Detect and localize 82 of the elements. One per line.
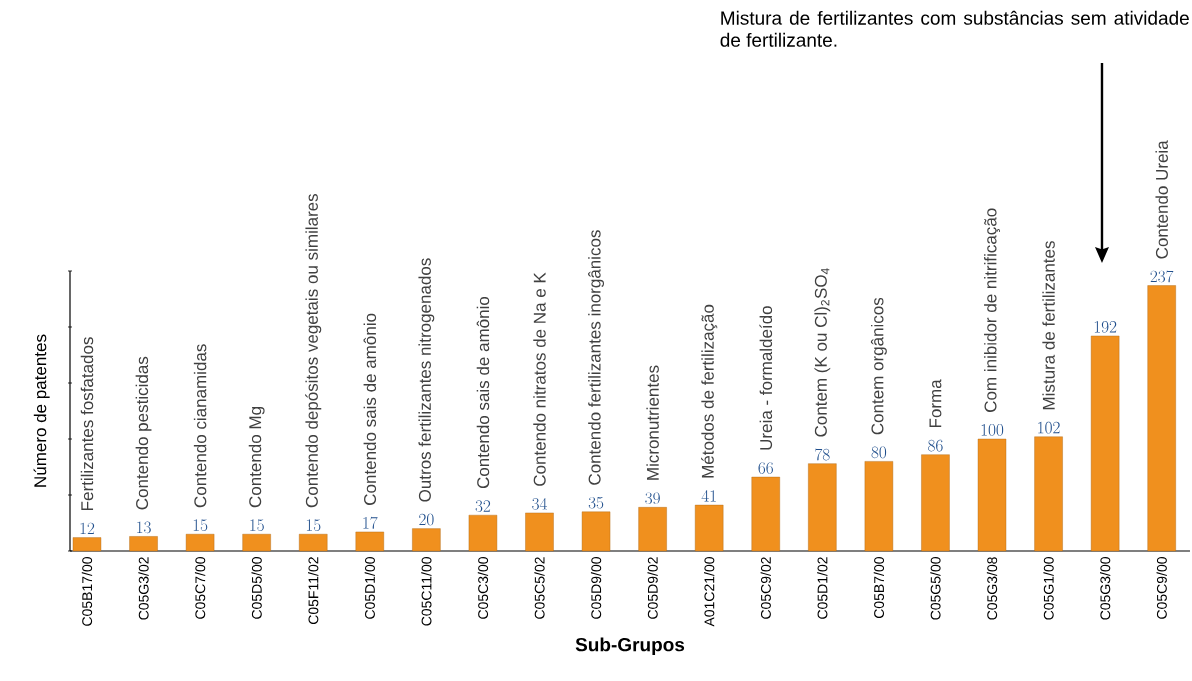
bar xyxy=(1147,285,1176,552)
data-label: 34 xyxy=(532,497,548,510)
annotation: Forma xyxy=(929,379,942,428)
bar xyxy=(638,507,667,552)
annotation: Contendo fertilizantes inorgânicos xyxy=(588,230,605,485)
x-tick-label: C05G3/02 xyxy=(138,557,149,620)
data-label: 15 xyxy=(306,519,321,531)
x-tick-label: C05C11/00 xyxy=(421,557,432,626)
bar xyxy=(694,504,724,552)
x-tick-label: C05D5/00 xyxy=(251,557,262,619)
annotation: Contem orgânicos xyxy=(870,297,887,435)
data-label: 20 xyxy=(419,513,434,526)
x-tick-label: C05D1/02 xyxy=(817,557,828,619)
x-tick-label: C05C5/02 xyxy=(534,557,545,619)
bar xyxy=(355,531,384,552)
annotation: Contendo Mg xyxy=(248,407,265,508)
data-label: 41 xyxy=(701,490,716,502)
x-tick-label: C05B7/00 xyxy=(873,557,885,619)
bar xyxy=(581,511,611,552)
annotation: Outros fertilizantes nitrogenados xyxy=(418,258,435,502)
data-label: 80 xyxy=(871,446,887,459)
data-label: 32 xyxy=(475,500,491,512)
x-tick-label: C05G3/00 xyxy=(1100,557,1111,620)
data-label: 12 xyxy=(80,522,95,535)
x-tick-label: C05G5/00 xyxy=(930,557,941,620)
x-tick-label: C05C9/00 xyxy=(1156,557,1167,619)
data-label: 39 xyxy=(645,492,660,505)
annotation: Métodos de fertilização xyxy=(701,304,718,478)
data-label: 17 xyxy=(363,516,378,529)
bar xyxy=(864,461,894,552)
annotation: Contendo depósitos vegetais ou similares xyxy=(305,193,322,508)
data-label: 192 xyxy=(1094,321,1117,333)
x-tick-label: C05B17/00 xyxy=(81,557,93,626)
data-label: 15 xyxy=(250,519,264,531)
annotation: Contendo Ureia xyxy=(1155,140,1168,259)
bar xyxy=(72,537,102,552)
annotation: Contem (K ou Cl)$_{2}$SO$_{4}$ xyxy=(814,268,831,437)
x-tick-label: C05C7/00 xyxy=(194,557,206,619)
bar xyxy=(808,463,837,552)
data-label: 100 xyxy=(981,424,1004,436)
x-tick-label: C05C3/00 xyxy=(477,557,489,619)
x-axis-title: Sub-Grupos xyxy=(575,637,685,656)
x-tick-label: C05F11/02 xyxy=(308,557,319,625)
data-label: 66 xyxy=(758,462,773,474)
data-label: 15 xyxy=(193,519,208,531)
annotation: Contendo cianamidas xyxy=(193,344,207,508)
bar xyxy=(129,536,158,552)
x-tick-label: C05C9/02 xyxy=(760,557,771,619)
annotation: Micronutrientes xyxy=(646,365,659,480)
bar xyxy=(468,514,498,552)
bar xyxy=(921,454,950,552)
annotation: Contendo sais de amônio xyxy=(363,313,377,505)
x-tick-label: C05D9/00 xyxy=(590,557,602,619)
annotation: Mistura de fertilizantes xyxy=(1042,241,1055,410)
text: Mistura de fertilizantes com substâncias sem atividade de fertilizante. xyxy=(720,10,1189,47)
bar xyxy=(299,534,328,552)
x-tick-label: C05G1/00 xyxy=(1043,557,1054,620)
bar xyxy=(242,534,271,552)
x-tick-label: C05G3/08 xyxy=(986,557,998,620)
bar xyxy=(525,512,554,552)
data-label: 86 xyxy=(928,439,943,452)
data-label: 35 xyxy=(588,496,604,509)
bar xyxy=(185,534,215,552)
data-label: 237 xyxy=(1150,270,1174,283)
y-axis-title: Número de patentes xyxy=(33,334,50,487)
bar xyxy=(1090,335,1120,552)
bar xyxy=(751,476,780,552)
annotation: Ureia - formaldeído xyxy=(759,306,773,450)
annotation: Contendo nitratos de Na e K xyxy=(533,272,546,486)
data-label: 13 xyxy=(137,521,151,534)
annotation: Contendo pesticidas xyxy=(135,356,152,510)
bar xyxy=(1034,436,1063,552)
x-tick-label: C05D9/02 xyxy=(647,557,658,619)
x-tick-label: C05D1/00 xyxy=(364,557,375,619)
annotation: Contendo sais de amônio xyxy=(476,296,490,489)
data-label: 102 xyxy=(1038,421,1060,434)
bar xyxy=(977,438,1007,552)
annotation: Fertilizantes fosfatados xyxy=(80,337,94,510)
data-label: 78 xyxy=(815,448,830,461)
bar xyxy=(412,528,441,552)
x-tick-label: A01C21/00 xyxy=(704,557,715,627)
annotation: Com inibidor de nitrificação xyxy=(984,208,1000,412)
